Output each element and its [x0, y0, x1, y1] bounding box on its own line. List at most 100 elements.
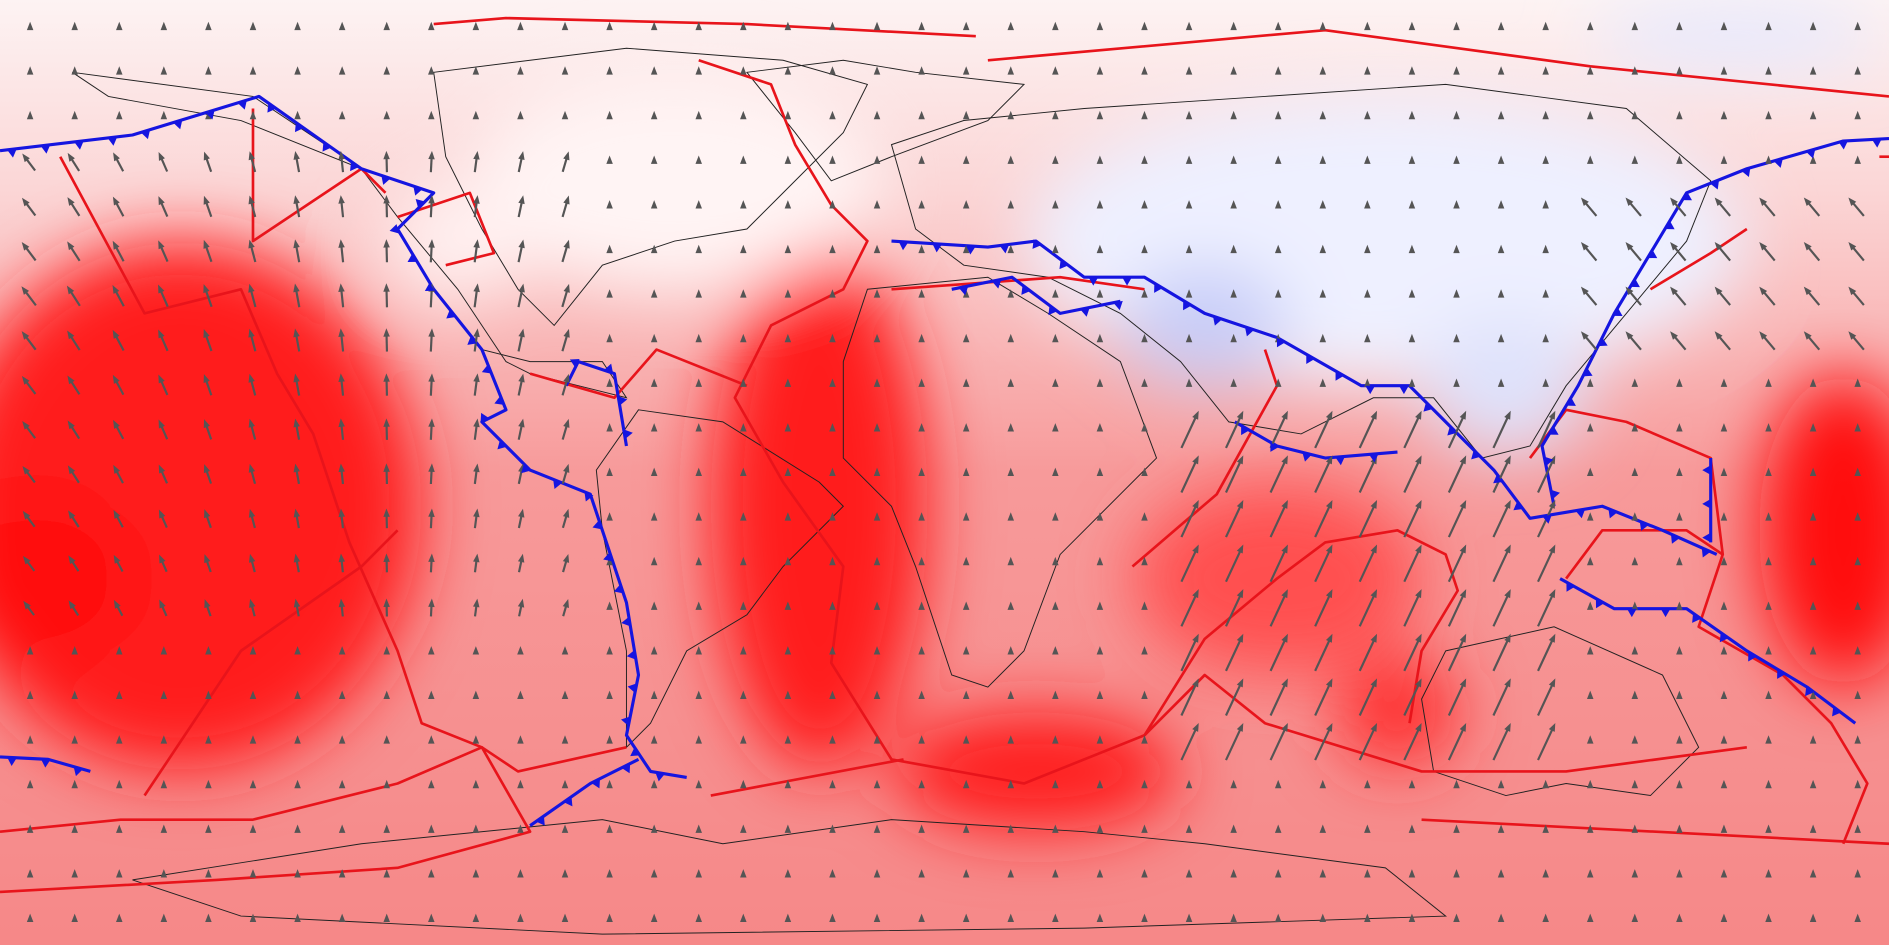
velocity-arrow-head: [248, 283, 255, 293]
velocity-arrow-head: [1408, 155, 1416, 164]
velocity-arrow-head: [1809, 378, 1817, 387]
velocity-arrow-head: [338, 463, 345, 473]
velocity-arrow-head: [1542, 913, 1549, 923]
velocity-arrow-head: [962, 244, 970, 254]
subduction-teeth: [7, 100, 1882, 826]
velocity-arrow-head: [293, 151, 300, 160]
subduction-tooth: [73, 766, 83, 777]
velocity-arrow-head: [873, 735, 881, 744]
velocity-arrow-head: [1765, 646, 1772, 655]
velocity-arrow-head: [873, 824, 881, 833]
velocity-arrow-head: [829, 423, 836, 432]
velocity-arrow-head: [1803, 331, 1812, 340]
velocity-arrow-shaft: [1269, 637, 1287, 672]
velocity-arrow-head: [1542, 869, 1549, 878]
subduction-tooth: [1493, 474, 1503, 484]
velocity-arrow-head: [71, 913, 78, 923]
velocity-arrow-head: [1459, 410, 1467, 420]
velocity-arrow-head: [1319, 66, 1327, 75]
velocity-arrow-shaft: [1447, 548, 1466, 583]
subduction-tooth: [415, 198, 426, 209]
velocity-arrow-head: [829, 556, 836, 566]
velocity-arrow-head: [784, 779, 792, 789]
subduction-tooth: [1660, 608, 1671, 618]
velocity-arrow-head: [1185, 824, 1193, 833]
velocity-arrow-head: [338, 913, 346, 923]
velocity-arrow-head: [1370, 589, 1378, 599]
velocity-arrow-head: [158, 240, 165, 250]
velocity-arrow-head: [1586, 735, 1594, 744]
velocity-arrow-head: [1631, 155, 1639, 164]
velocity-arrow-head: [606, 913, 613, 923]
velocity-arrow-head: [1096, 690, 1104, 700]
velocity-arrow-head: [383, 21, 390, 31]
velocity-arrow-head: [248, 373, 255, 383]
velocity-arrow-shaft: [1492, 682, 1510, 716]
velocity-arrow-head: [116, 824, 123, 833]
velocity-arrow-head: [338, 779, 346, 789]
velocity-arrow-head: [1415, 722, 1422, 732]
velocity-arrow-head: [1364, 378, 1371, 387]
velocity-arrow-head: [873, 200, 881, 209]
velocity-arrow-head: [1408, 913, 1416, 923]
ridge: [1421, 818, 1889, 846]
velocity-arrow-head: [1141, 735, 1148, 744]
velocity-arrow-head: [1631, 735, 1639, 744]
velocity-arrow-head: [1631, 467, 1639, 477]
velocity-arrow-head: [1141, 66, 1148, 75]
velocity-arrow-head: [740, 779, 747, 789]
velocity-arrow-head: [1586, 467, 1594, 477]
velocity-arrow-head: [1007, 467, 1015, 477]
velocity-arrow-head: [518, 195, 525, 205]
velocity-arrow-head: [1765, 512, 1772, 521]
velocity-arrow-shaft: [1447, 503, 1466, 538]
velocity-arrow-head: [21, 286, 30, 295]
velocity-arrow-head: [1504, 455, 1511, 465]
velocity-arrow-head: [962, 735, 970, 744]
velocity-arrow-head: [1052, 423, 1059, 432]
subduction-tooth: [267, 103, 277, 113]
velocity-arrow-head: [1586, 21, 1594, 31]
velocity-arrow-head: [21, 197, 30, 207]
velocity-arrow-head: [517, 824, 524, 833]
field-blob: [1337, 656, 1458, 766]
velocity-arrow-shaft: [1314, 593, 1332, 627]
velocity-arrow-head: [695, 155, 702, 164]
velocity-arrow-head: [918, 690, 925, 700]
velocity-arrow-head: [606, 333, 613, 343]
velocity-arrow-head: [1052, 556, 1059, 566]
velocity-arrow-head: [1408, 66, 1416, 75]
velocity-arrow-head: [1676, 913, 1683, 923]
velocity-arrow-head: [1096, 110, 1104, 120]
velocity-arrow-head: [1192, 544, 1199, 554]
velocity-arrow-head: [1408, 378, 1416, 387]
velocity-arrow-head: [650, 467, 658, 477]
velocity-arrow-head: [1141, 378, 1148, 387]
velocity-arrow-shaft: [1358, 414, 1376, 449]
velocity-arrow-head: [473, 418, 480, 428]
velocity-arrow-head: [1274, 779, 1282, 789]
velocity-arrow-head: [383, 66, 390, 75]
velocity-arrow-head: [473, 239, 480, 248]
velocity-arrow-head: [784, 601, 792, 610]
velocity-arrow-head: [1720, 512, 1728, 521]
velocity-arrow-head: [294, 735, 301, 744]
velocity-arrow-head: [1453, 21, 1460, 31]
velocity-arrow-head: [1809, 66, 1817, 75]
velocity-arrow-head: [1274, 200, 1282, 209]
velocity-arrow-head: [918, 512, 925, 521]
subduction-tooth: [40, 144, 51, 154]
subduction-tooth: [592, 520, 603, 530]
ridge: [987, 28, 1889, 98]
subduction-tooth: [1048, 305, 1058, 316]
velocity-arrow-head: [873, 869, 881, 878]
velocity-arrow-head: [962, 913, 970, 923]
velocity-arrow-head: [873, 556, 881, 566]
velocity-arrow-head: [158, 196, 165, 206]
subduction-tooth: [1670, 534, 1680, 544]
velocity-arrow-shaft: [1358, 637, 1376, 672]
velocity-arrow-head: [1580, 286, 1589, 296]
velocity-arrow-head: [1185, 869, 1193, 878]
velocity-arrow-head: [517, 553, 525, 563]
velocity-arrow-head: [829, 512, 836, 521]
